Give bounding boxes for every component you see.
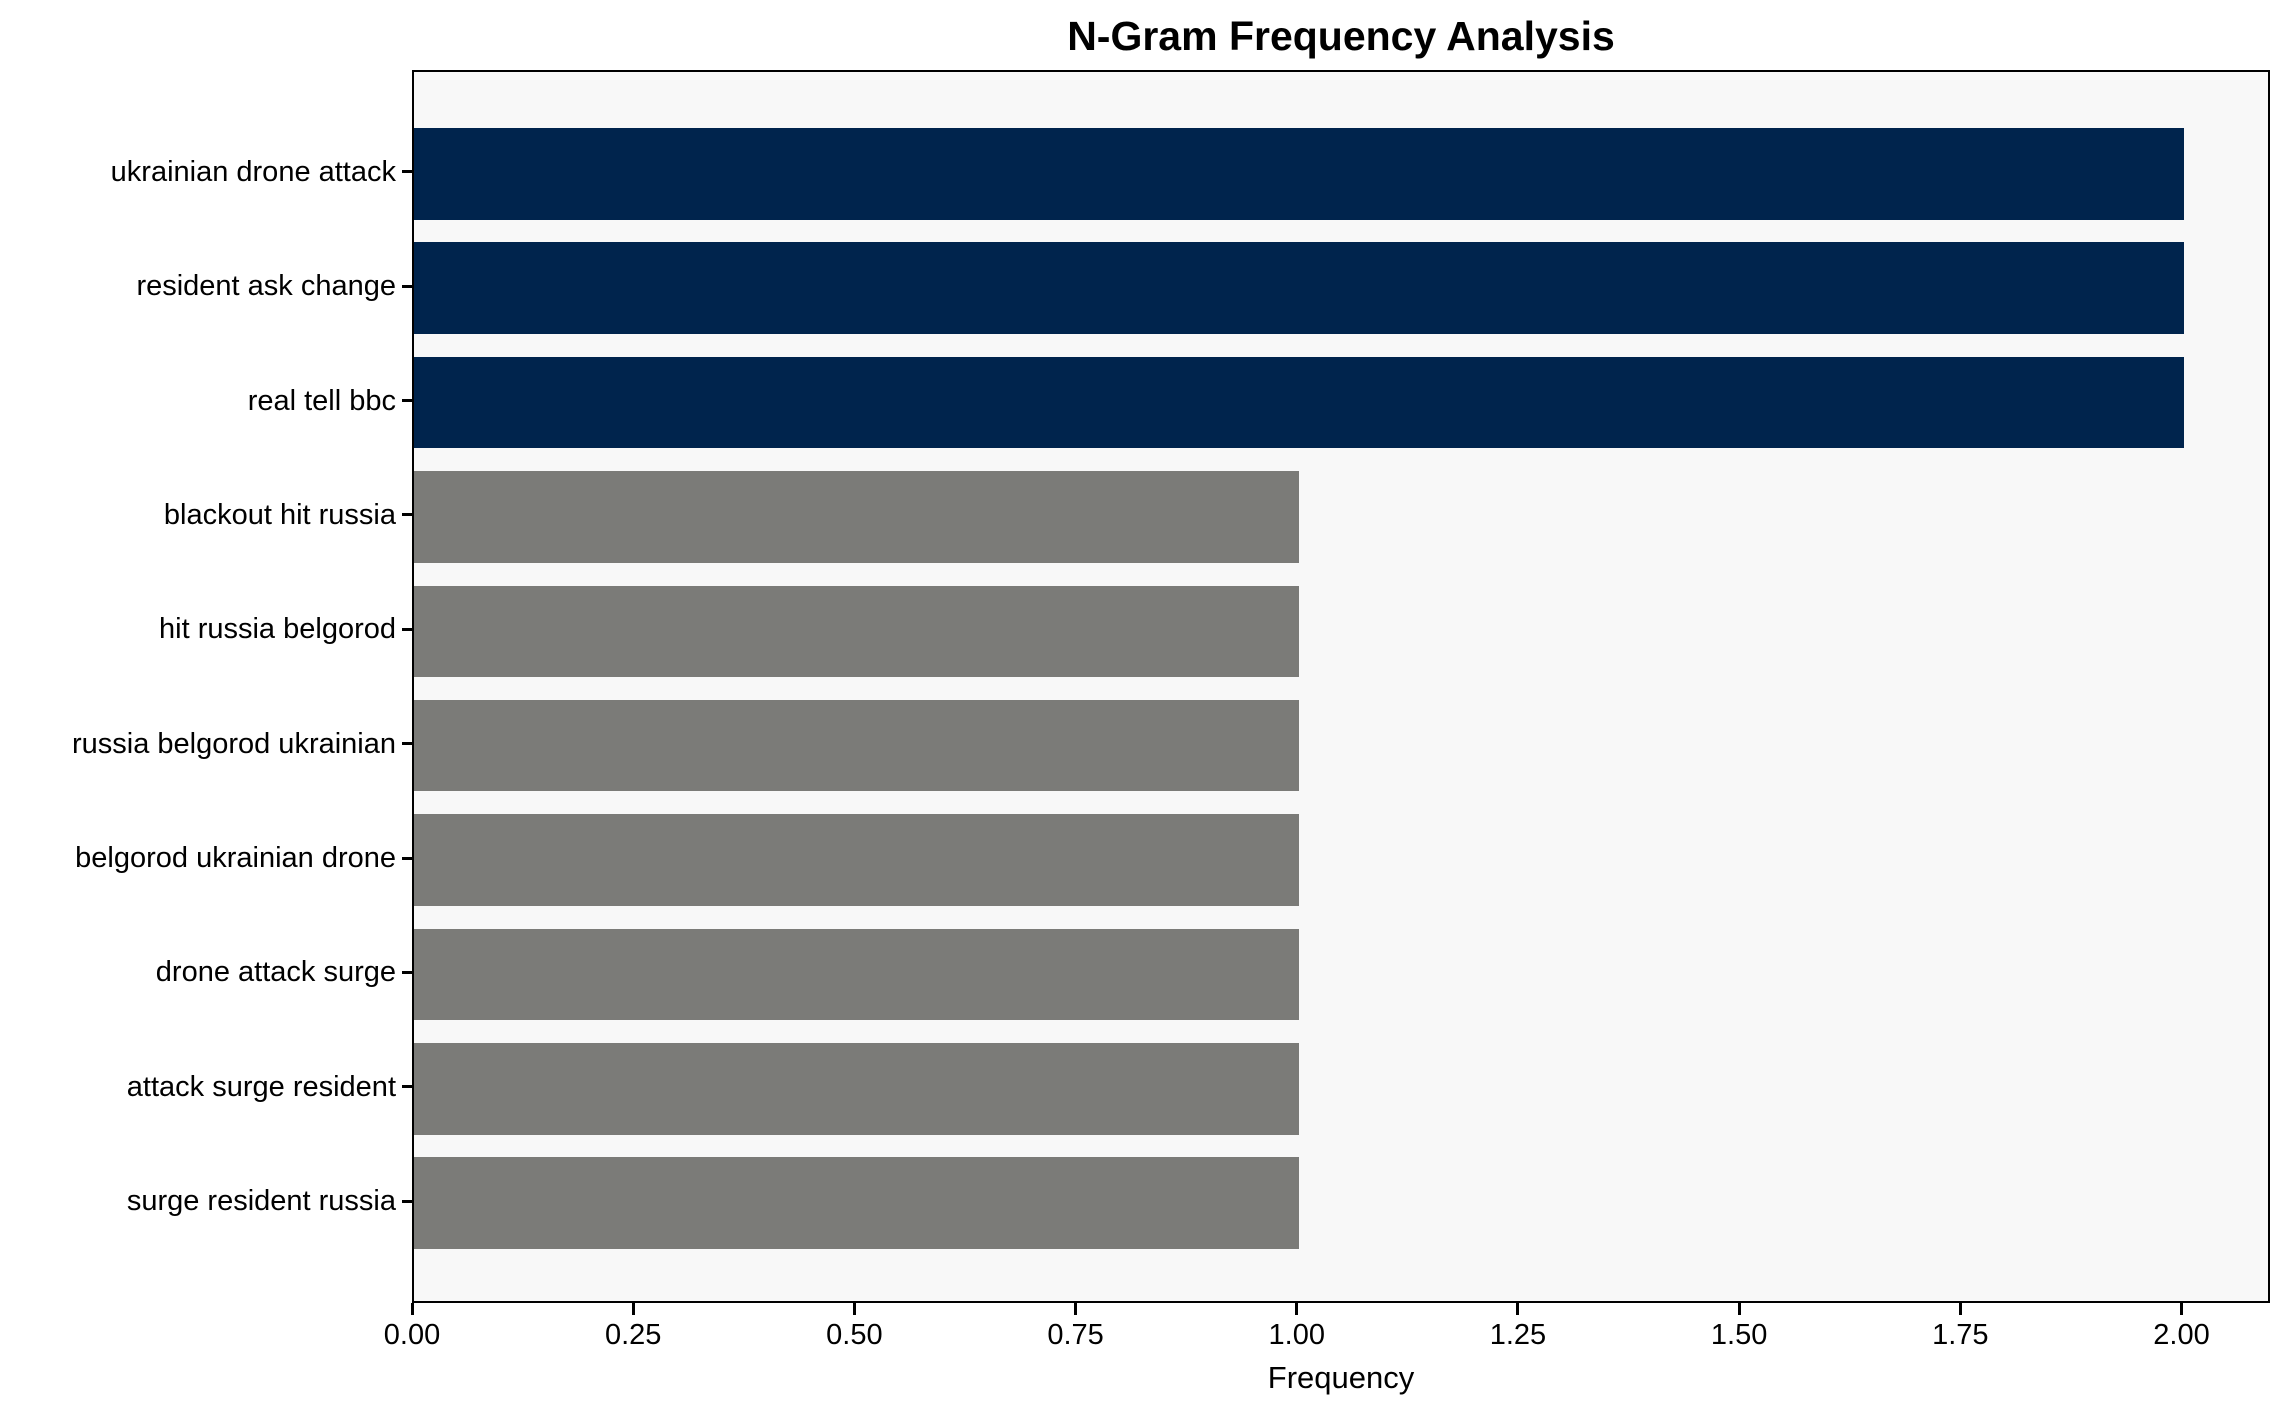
y-tick (402, 284, 412, 288)
x-tick (852, 1303, 856, 1315)
x-tick (410, 1303, 414, 1315)
x-tick (1737, 1303, 1741, 1315)
y-tick-label: real tell bbc (247, 384, 396, 417)
x-tick-label: 0.25 (604, 1319, 662, 1351)
y-tick-label: belgorod ukrainian drone (75, 842, 396, 875)
x-tick (1958, 1303, 1962, 1315)
y-tick-label: hit russia belgorod (159, 613, 396, 646)
x-tick-label: 0.50 (826, 1319, 883, 1351)
x-tick (2180, 1303, 2184, 1315)
bar (414, 356, 2184, 449)
y-tick-label: surge resident russia (126, 1185, 396, 1218)
y-tick-label: drone attack surge (155, 956, 396, 989)
x-tick-label: 1.25 (1489, 1319, 1547, 1351)
x-tick-label: 0.00 (383, 1319, 441, 1351)
bar (414, 1043, 1299, 1135)
y-tick-label: blackout hit russia (163, 498, 396, 531)
y-tick (402, 970, 412, 974)
x-axis-title: Frequency (1267, 1360, 1415, 1395)
bar (414, 471, 1299, 563)
plot-area (412, 70, 2270, 1303)
y-tick (402, 627, 412, 631)
y-tick-label: russia belgorod ukrainian (71, 727, 396, 760)
x-tick-label: 2.00 (2153, 1319, 2210, 1351)
y-tick-label: ukrainian drone attack (110, 155, 396, 188)
x-tick-label: 1.00 (1268, 1319, 1325, 1351)
y-tick (402, 513, 412, 517)
x-tick-label: 1.75 (1932, 1319, 1989, 1351)
bar (414, 928, 1299, 1021)
x-tick-label: 1.50 (1710, 1319, 1768, 1351)
y-tick-label: attack surge resident (126, 1070, 396, 1103)
x-tick (1074, 1303, 1078, 1315)
y-tick (402, 1085, 412, 1089)
y-tick (402, 742, 412, 746)
y-tick (402, 170, 412, 174)
x-tick-label: 0.75 (1047, 1319, 1104, 1351)
x-tick (631, 1303, 635, 1315)
bar (414, 242, 2184, 334)
y-tick (402, 399, 412, 403)
y-tick-label: resident ask change (136, 270, 396, 303)
bar (414, 814, 1299, 906)
y-tick (402, 856, 412, 860)
chart-title: N-Gram Frequency Analysis (1067, 13, 1615, 59)
x-tick (1295, 1303, 1299, 1315)
bar (414, 699, 1299, 792)
x-tick (1516, 1303, 1520, 1315)
bar (414, 1157, 1299, 1249)
bar (414, 585, 1299, 678)
bar (414, 128, 2184, 220)
y-tick (402, 1199, 412, 1203)
